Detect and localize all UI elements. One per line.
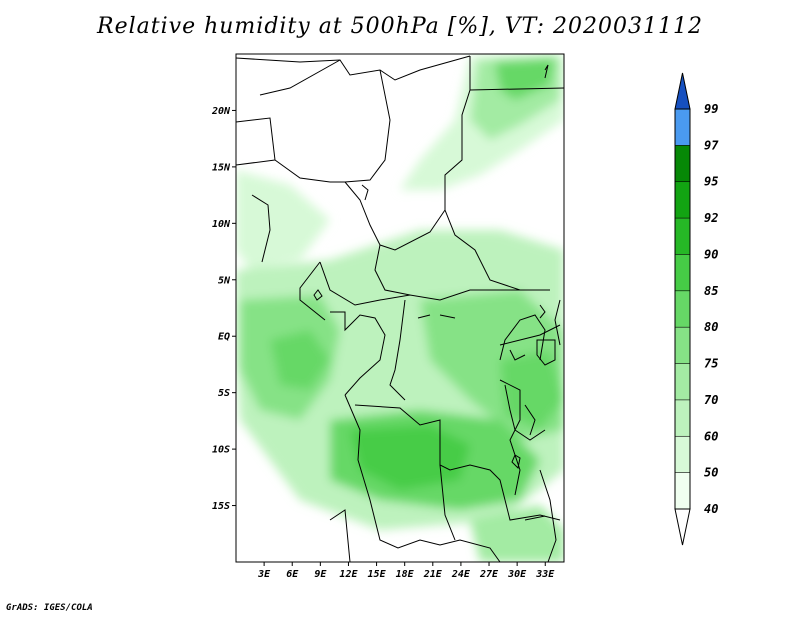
lon-tick-label: 18E: [396, 569, 415, 580]
lon-tick-label: 33E: [535, 569, 555, 580]
colorbar-label: 40: [704, 502, 718, 516]
colorbar-label: 95: [704, 175, 718, 189]
colorbar-label: 70: [704, 393, 718, 407]
lon-tick-label: 3E: [257, 569, 271, 580]
colorbar-label: 90: [704, 247, 718, 261]
lat-tick-label: 15S: [212, 501, 230, 512]
colorbar-segment: [675, 290, 690, 328]
lat-tick-label: EQ: [218, 332, 230, 343]
lat-tick-label: 15N: [212, 162, 231, 173]
lat-tick-label: 10N: [212, 219, 231, 230]
lat-tick-label: 20N: [211, 106, 231, 117]
lon-tick-label: 30E: [507, 569, 527, 580]
lon-tick-label: 6E: [286, 569, 299, 580]
colorbar-segment: [675, 181, 690, 219]
humidity-field: [236, 54, 564, 562]
lat-tick-label: 5S: [218, 388, 230, 399]
map-title: Relative humidity at 500hPa [%], VT: 202…: [97, 14, 703, 39]
colorbar-label: 97: [704, 138, 719, 152]
axis-ticks: 20N 15N 10N 5N EQ 5S 10S 15S 3E 6E 9E 12E 15E 18E 21E 2…: [211, 106, 555, 580]
colorbar: 40 50 60 70 75 80 85 90 92 95 97 99: [674, 72, 719, 546]
colorbar-segment: [675, 327, 690, 364]
colorbar-segment: [675, 436, 690, 473]
colorbar-segment: [675, 472, 690, 509]
map-frame: [235, 53, 565, 563]
colorbar-label: 92: [704, 211, 718, 225]
lon-tick-label: 9E: [314, 569, 327, 580]
colorbar-segment: [675, 145, 690, 182]
lon-tick-label: 24E: [451, 569, 471, 580]
country-borders: [236, 55, 564, 562]
colorbar-top-arrow: [674, 72, 691, 110]
colorbar-label: 85: [704, 284, 718, 298]
colorbar-label: 50: [704, 466, 718, 480]
colorbar-label: 75: [704, 357, 718, 371]
lon-tick-label: 21E: [423, 569, 443, 580]
footer-credit: GrADS: IGES/COLA: [6, 603, 93, 613]
colorbar-segment: [675, 399, 690, 437]
colorbar-label: 60: [704, 429, 718, 443]
colorbar-segment: [675, 109, 690, 146]
lon-tick-label: 15E: [368, 569, 387, 580]
colorbar-segment: [675, 363, 690, 400]
lon-tick-label: 12E: [339, 569, 358, 580]
colorbar-label: 80: [704, 320, 718, 334]
colorbar-label: 99: [704, 102, 718, 116]
colorbar-segment: [675, 254, 690, 291]
lat-tick-label: 10S: [212, 445, 230, 456]
lon-tick-label: 27E: [479, 569, 499, 580]
lat-tick-label: 5N: [218, 275, 231, 286]
colorbar-bottom-arrow: [674, 508, 691, 546]
colorbar-segment: [675, 218, 690, 255]
